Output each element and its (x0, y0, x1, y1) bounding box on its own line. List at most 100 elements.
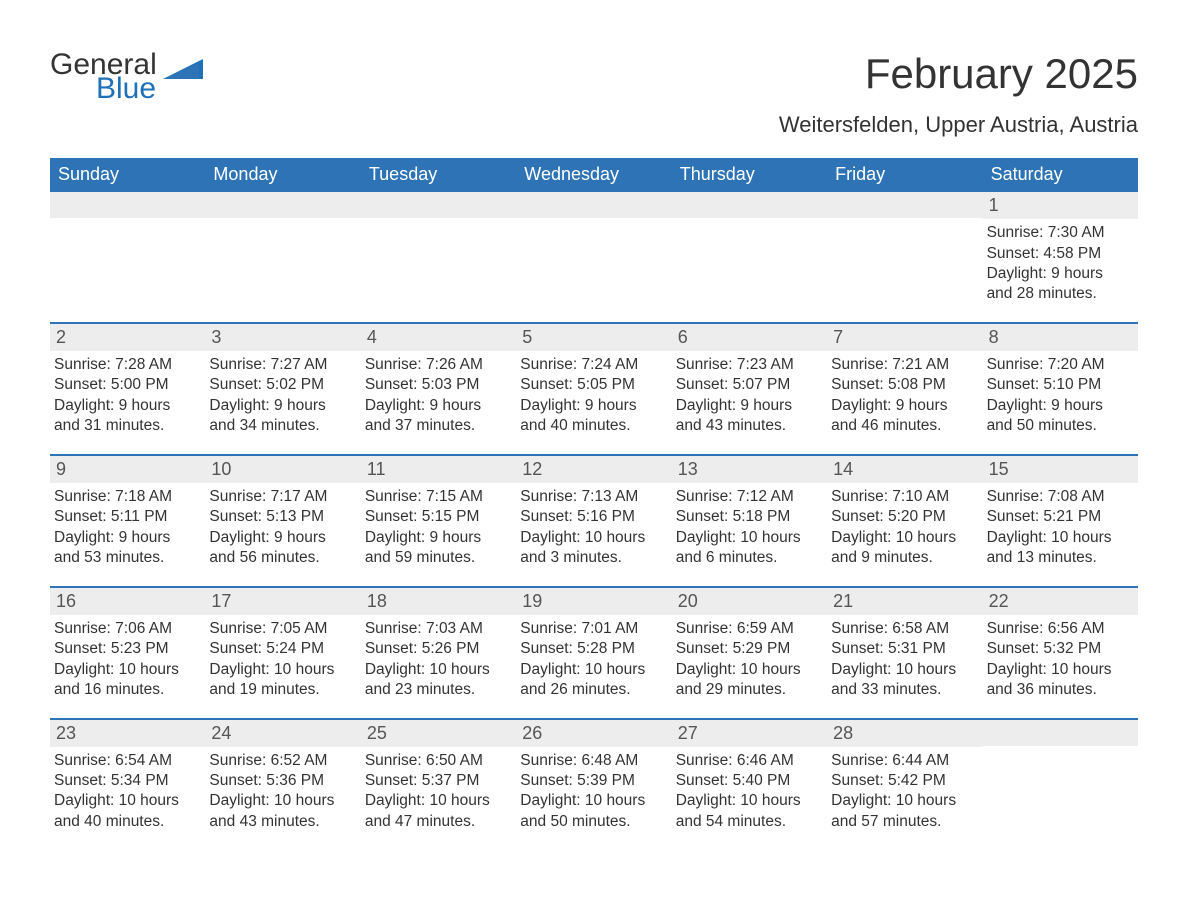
calendar-week: 1Sunrise: 7:30 AMSunset: 4:58 PMDaylight… (50, 192, 1138, 322)
daylight-text: Daylight: 10 hours and 6 minutes. (676, 528, 821, 568)
day-number: 6 (672, 324, 827, 351)
calendar-week: 23Sunrise: 6:54 AMSunset: 5:34 PMDayligh… (50, 718, 1138, 850)
day-number: 4 (361, 324, 516, 351)
day-of-week-header: Sunday Monday Tuesday Wednesday Thursday… (50, 158, 1138, 192)
calendar-day: 25Sunrise: 6:50 AMSunset: 5:37 PMDayligh… (361, 720, 516, 850)
sunset-text: Sunset: 5:21 PM (987, 507, 1132, 527)
daylight-text: Daylight: 10 hours and 50 minutes. (520, 791, 665, 831)
calendar-day (827, 192, 982, 322)
sunrise-text: Sunrise: 7:15 AM (365, 487, 510, 507)
day-number: 3 (205, 324, 360, 351)
header: General Blue February 2025 Weitersfelden… (50, 50, 1138, 138)
sunrise-text: Sunrise: 7:30 AM (987, 223, 1132, 243)
daylight-text: Daylight: 10 hours and 40 minutes. (54, 791, 199, 831)
calendar-day: 7Sunrise: 7:21 AMSunset: 5:08 PMDaylight… (827, 324, 982, 454)
day-number: 7 (827, 324, 982, 351)
calendar-day: 18Sunrise: 7:03 AMSunset: 5:26 PMDayligh… (361, 588, 516, 718)
sunrise-text: Sunrise: 6:56 AM (987, 619, 1132, 639)
daylight-text: Daylight: 9 hours and 28 minutes. (987, 264, 1132, 304)
sunset-text: Sunset: 5:31 PM (831, 639, 976, 659)
sunrise-text: Sunrise: 7:18 AM (54, 487, 199, 507)
title-block: February 2025 Weitersfelden, Upper Austr… (779, 50, 1138, 138)
sunset-text: Sunset: 5:05 PM (520, 375, 665, 395)
sunrise-text: Sunrise: 7:20 AM (987, 355, 1132, 375)
daylight-text: Daylight: 9 hours and 59 minutes. (365, 528, 510, 568)
day-number: 8 (983, 324, 1138, 351)
sunrise-text: Sunrise: 6:54 AM (54, 751, 199, 771)
day-number: 17 (205, 588, 360, 615)
calendar-day: 24Sunrise: 6:52 AMSunset: 5:36 PMDayligh… (205, 720, 360, 850)
sunset-text: Sunset: 5:40 PM (676, 771, 821, 791)
sunset-text: Sunset: 5:26 PM (365, 639, 510, 659)
sunset-text: Sunset: 5:16 PM (520, 507, 665, 527)
calendar-day: 5Sunrise: 7:24 AMSunset: 5:05 PMDaylight… (516, 324, 671, 454)
calendar-day (205, 192, 360, 322)
sunrise-text: Sunrise: 7:03 AM (365, 619, 510, 639)
day-number: 15 (983, 456, 1138, 483)
daylight-text: Daylight: 9 hours and 46 minutes. (831, 396, 976, 436)
calendar-day: 20Sunrise: 6:59 AMSunset: 5:29 PMDayligh… (672, 588, 827, 718)
daylight-text: Daylight: 10 hours and 19 minutes. (209, 660, 354, 700)
day-number: 20 (672, 588, 827, 615)
sunrise-text: Sunrise: 7:05 AM (209, 619, 354, 639)
sunset-text: Sunset: 5:24 PM (209, 639, 354, 659)
sunset-text: Sunset: 5:13 PM (209, 507, 354, 527)
sunset-text: Sunset: 5:42 PM (831, 771, 976, 791)
sunset-text: Sunset: 5:07 PM (676, 375, 821, 395)
daylight-text: Daylight: 9 hours and 34 minutes. (209, 396, 354, 436)
month-title: February 2025 (779, 50, 1138, 98)
daylight-text: Daylight: 9 hours and 53 minutes. (54, 528, 199, 568)
calendar-day: 14Sunrise: 7:10 AMSunset: 5:20 PMDayligh… (827, 456, 982, 586)
sunset-text: Sunset: 5:39 PM (520, 771, 665, 791)
day-number: 27 (672, 720, 827, 747)
calendar-day: 23Sunrise: 6:54 AMSunset: 5:34 PMDayligh… (50, 720, 205, 850)
day-number: 22 (983, 588, 1138, 615)
sunrise-text: Sunrise: 6:48 AM (520, 751, 665, 771)
day-number: 26 (516, 720, 671, 747)
day-number (361, 192, 516, 218)
calendar-day: 8Sunrise: 7:20 AMSunset: 5:10 PMDaylight… (983, 324, 1138, 454)
day-number (983, 720, 1138, 746)
sunrise-text: Sunrise: 7:12 AM (676, 487, 821, 507)
brand-logo: General Blue (50, 50, 203, 104)
daylight-text: Daylight: 10 hours and 3 minutes. (520, 528, 665, 568)
daylight-text: Daylight: 10 hours and 47 minutes. (365, 791, 510, 831)
calendar-day: 26 Sunrise: 6:48 AMSunset: 5:39 PMDayligh… (516, 720, 671, 850)
daylight-text: Daylight: 10 hours and 26 minutes. (520, 660, 665, 700)
daylight-text: Daylight: 10 hours and 23 minutes. (365, 660, 510, 700)
calendar-day: 6Sunrise: 7:23 AMSunset: 5:07 PMDaylight… (672, 324, 827, 454)
calendar-day: 16Sunrise: 7:06 AMSunset: 5:23 PMDayligh… (50, 588, 205, 718)
day-number: 9 (50, 456, 205, 483)
daylight-text: Daylight: 10 hours and 29 minutes. (676, 660, 821, 700)
sunrise-text: Sunrise: 7:01 AM (520, 619, 665, 639)
sunset-text: Sunset: 5:11 PM (54, 507, 199, 527)
sunset-text: Sunset: 5:02 PM (209, 375, 354, 395)
sunrise-text: Sunrise: 7:08 AM (987, 487, 1132, 507)
sunrise-text: Sunrise: 7:27 AM (209, 355, 354, 375)
dow-monday: Monday (205, 158, 360, 192)
sunrise-text: Sunrise: 7:28 AM (54, 355, 199, 375)
day-number (827, 192, 982, 218)
sunset-text: Sunset: 4:58 PM (987, 244, 1132, 264)
calendar: Sunday Monday Tuesday Wednesday Thursday… (50, 158, 1138, 850)
sunrise-text: Sunrise: 7:13 AM (520, 487, 665, 507)
day-number: 5 (516, 324, 671, 351)
sunset-text: Sunset: 5:37 PM (365, 771, 510, 791)
daylight-text: Daylight: 9 hours and 50 minutes. (987, 396, 1132, 436)
calendar-week: 2Sunrise: 7:28 AMSunset: 5:00 PMDaylight… (50, 322, 1138, 454)
sunset-text: Sunset: 5:36 PM (209, 771, 354, 791)
dow-friday: Friday (827, 158, 982, 192)
calendar-day: 12Sunrise: 7:13 AMSunset: 5:16 PMDayligh… (516, 456, 671, 586)
day-number: 28 (827, 720, 982, 747)
sunset-text: Sunset: 5:23 PM (54, 639, 199, 659)
calendar-day (983, 720, 1138, 850)
day-number (516, 192, 671, 218)
calendar-week: 9Sunrise: 7:18 AMSunset: 5:11 PMDaylight… (50, 454, 1138, 586)
sunset-text: Sunset: 5:32 PM (987, 639, 1132, 659)
calendar-day (672, 192, 827, 322)
calendar-day: 9 Sunrise: 7:18 AMSunset: 5:11 PMDaylight… (50, 456, 205, 586)
sunrise-text: Sunrise: 6:44 AM (831, 751, 976, 771)
calendar-day: 27Sunrise: 6:46 AMSunset: 5:40 PMDayligh… (672, 720, 827, 850)
daylight-text: Daylight: 10 hours and 43 minutes. (209, 791, 354, 831)
day-number: 21 (827, 588, 982, 615)
